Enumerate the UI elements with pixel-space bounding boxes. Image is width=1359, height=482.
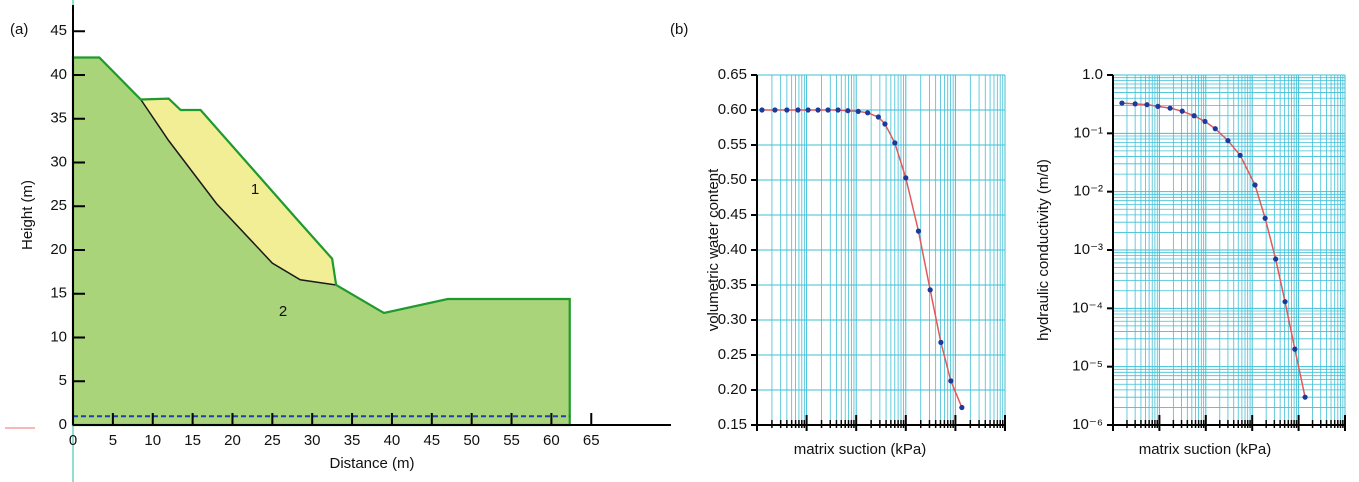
data-point bbox=[938, 339, 944, 345]
data-point bbox=[903, 175, 909, 181]
y-tick-label: 1.0 bbox=[1082, 66, 1103, 83]
x-tick-label: 35 bbox=[344, 432, 361, 449]
panel-label: (b) bbox=[670, 21, 688, 38]
x-tick-label: 10 bbox=[144, 432, 161, 449]
y-tick-label: 20 bbox=[50, 241, 67, 258]
y-tick-label: 10⁻⁴ bbox=[1072, 299, 1103, 316]
x-tick-label: 55 bbox=[503, 432, 520, 449]
data-point bbox=[835, 107, 841, 113]
data-point bbox=[784, 107, 790, 113]
data-point bbox=[927, 287, 933, 293]
region-label: 1 bbox=[251, 181, 259, 198]
data-point bbox=[855, 108, 861, 114]
y-tick-label: 10⁻¹ bbox=[1073, 124, 1103, 141]
y-tick-label: 10⁻³ bbox=[1073, 241, 1103, 258]
data-point bbox=[892, 140, 898, 146]
data-point bbox=[1202, 118, 1208, 125]
y-tick-label: 25 bbox=[50, 197, 67, 214]
x-tick-label: 50 bbox=[463, 432, 480, 449]
data-point bbox=[882, 121, 888, 127]
y-tick-label: 0.20 bbox=[718, 381, 747, 398]
y-tick-label: 35 bbox=[50, 110, 67, 127]
data-point bbox=[1252, 182, 1258, 188]
x-tick-label: 60 bbox=[543, 432, 560, 449]
data-point bbox=[1273, 256, 1279, 262]
y-tick-label: 0.15 bbox=[718, 416, 747, 433]
data-point bbox=[845, 108, 851, 114]
data-point bbox=[772, 107, 778, 113]
data-point bbox=[1179, 108, 1185, 114]
x-tick-label: 25 bbox=[264, 432, 281, 449]
y-tick-label: 10⁻⁶ bbox=[1072, 416, 1103, 433]
data-point bbox=[759, 107, 765, 113]
data-point bbox=[915, 228, 922, 234]
x-axis-label: matrix suction (kPa) bbox=[794, 441, 927, 458]
data-point bbox=[959, 404, 965, 411]
y-tick-label: 0.45 bbox=[718, 206, 747, 223]
data-point bbox=[805, 107, 811, 113]
x-tick-label: 20 bbox=[224, 432, 241, 449]
data-point bbox=[1282, 299, 1288, 305]
y-tick-label: 0.65 bbox=[718, 66, 747, 83]
y-tick-label: 40 bbox=[50, 66, 67, 83]
data-point bbox=[825, 107, 831, 113]
data-point bbox=[1132, 101, 1138, 107]
y-axis-label: volumetric water content bbox=[705, 168, 722, 331]
x-tick-label: 15 bbox=[184, 432, 201, 449]
y-axis-label: Height (m) bbox=[19, 180, 36, 250]
data-point bbox=[1262, 215, 1268, 221]
y-tick-label: 0 bbox=[59, 416, 67, 433]
data-point bbox=[875, 114, 881, 120]
y-tick-label: 0.30 bbox=[718, 311, 747, 328]
data-point bbox=[1302, 394, 1308, 400]
x-tick-label: 30 bbox=[304, 432, 321, 449]
x-tick-label: 5 bbox=[109, 432, 117, 449]
y-tick-label: 10⁻⁵ bbox=[1072, 358, 1103, 375]
region-label: 2 bbox=[279, 303, 287, 320]
y-tick-label: 0.40 bbox=[718, 241, 747, 258]
data-point bbox=[1155, 103, 1161, 109]
ground-surface bbox=[71, 56, 571, 427]
data-point bbox=[865, 110, 871, 116]
x-tick-label: 65 bbox=[583, 432, 600, 449]
y-tick-label: 10⁻² bbox=[1073, 183, 1103, 200]
y-tick-label: 0.60 bbox=[718, 101, 747, 118]
y-tick-label: 15 bbox=[50, 285, 67, 302]
y-axis-label: hydraulic conductivity (m/d) bbox=[1035, 159, 1052, 341]
data-point bbox=[1167, 105, 1173, 111]
data-point bbox=[795, 107, 801, 113]
x-axis-label: Distance (m) bbox=[329, 455, 414, 472]
y-tick-label: 30 bbox=[50, 153, 67, 170]
data-point bbox=[948, 378, 954, 384]
y-tick-label: 10 bbox=[50, 328, 67, 345]
y-tick-label: 45 bbox=[50, 22, 67, 39]
x-tick-label: 40 bbox=[384, 432, 401, 449]
x-tick-label: 0 bbox=[69, 432, 77, 449]
y-tick-label: 0.50 bbox=[718, 171, 747, 188]
y-tick-label: 0.35 bbox=[718, 276, 747, 293]
panel-label: (a) bbox=[10, 21, 28, 38]
data-point bbox=[815, 107, 821, 113]
data-point bbox=[1144, 102, 1150, 108]
data-point bbox=[1212, 126, 1218, 132]
x-tick-label: 45 bbox=[423, 432, 440, 449]
data-point bbox=[1119, 100, 1125, 106]
y-tick-label: 0.25 bbox=[718, 346, 747, 363]
data-point bbox=[1225, 138, 1231, 144]
y-tick-label: 5 bbox=[59, 372, 67, 389]
data-point bbox=[1191, 113, 1197, 119]
data-point bbox=[1292, 346, 1298, 352]
data-point bbox=[1237, 152, 1243, 158]
y-tick-label: 0.55 bbox=[718, 136, 747, 153]
x-axis-label: matrix suction (kPa) bbox=[1139, 441, 1272, 458]
